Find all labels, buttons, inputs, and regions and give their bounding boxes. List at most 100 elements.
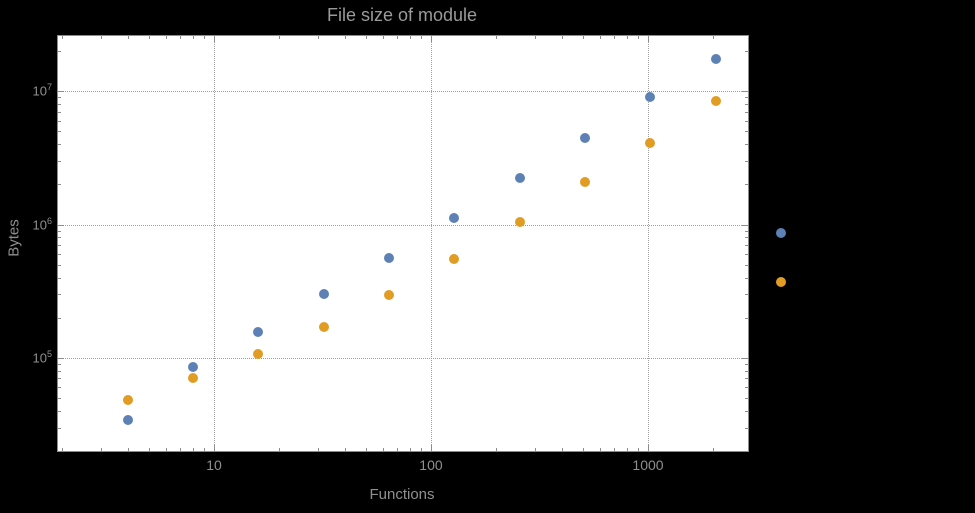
tick-mark: [397, 448, 398, 451]
tick-mark: [58, 91, 64, 92]
tick-mark: [166, 36, 167, 39]
tick-mark: [58, 371, 61, 372]
tick-mark: [58, 378, 61, 379]
tick-mark: [193, 36, 194, 39]
tick-mark: [149, 448, 150, 451]
tick-mark: [204, 448, 205, 451]
x-axis-label: Functions: [369, 486, 435, 503]
y-tick-label: 106: [32, 215, 52, 233]
tick-mark: [101, 36, 102, 39]
x-tick-label: 100: [419, 457, 443, 473]
tick-mark: [58, 112, 61, 113]
tick-mark: [745, 364, 748, 365]
data-point-orange-series: [122, 395, 133, 406]
tick-mark: [58, 294, 61, 295]
tick-mark: [58, 144, 61, 145]
tick-mark: [600, 448, 601, 451]
tick-mark: [58, 278, 61, 279]
tick-mark: [410, 448, 411, 451]
tick-mark: [713, 36, 714, 39]
tick-mark: [745, 411, 748, 412]
data-point-blue-series: [514, 172, 525, 183]
y-tick-label: 105: [32, 349, 52, 366]
tick-mark: [496, 448, 497, 451]
grid-line-x-10: [214, 36, 215, 451]
tick-mark: [745, 378, 748, 379]
tick-mark: [101, 448, 102, 451]
grid-layer: [58, 36, 748, 451]
data-point-orange-series: [187, 373, 198, 384]
data-point-blue-series: [253, 327, 264, 338]
data-point-blue-series: [383, 253, 394, 264]
grid-line-x-100: [430, 36, 432, 451]
data-point-blue-series: [122, 415, 133, 426]
tick-mark: [366, 36, 367, 39]
tick-mark: [745, 161, 748, 162]
tick-mark: [58, 184, 61, 185]
tick-mark: [58, 398, 61, 399]
tick-mark: [745, 131, 748, 132]
tick-mark: [600, 36, 601, 39]
tick-mark: [742, 225, 748, 226]
y-tick-exponent: 5: [46, 349, 52, 360]
tick-mark: [58, 318, 61, 319]
tick-mark: [214, 445, 215, 451]
tick-mark: [742, 91, 748, 92]
tick-mark: [149, 36, 150, 39]
tick-mark: [713, 448, 714, 451]
tick-mark: [745, 387, 748, 388]
tick-mark: [745, 294, 748, 295]
tick-mark: [383, 448, 384, 451]
tick-mark: [627, 36, 628, 39]
tick-mark: [496, 36, 497, 39]
chart-title: File size of module: [326, 5, 478, 25]
tick-mark: [366, 448, 367, 451]
tick-mark: [318, 36, 319, 39]
x-tick-label: 1000: [632, 457, 664, 473]
tick-mark: [562, 448, 563, 451]
tick-mark: [58, 254, 61, 255]
tick-mark: [614, 36, 615, 39]
tick-mark: [58, 97, 61, 98]
tick-mark: [318, 448, 319, 451]
plot-frame: [57, 35, 749, 452]
data-point-orange-series: [645, 137, 656, 148]
tick-mark: [742, 358, 748, 359]
tick-mark: [58, 104, 61, 105]
tick-mark: [745, 398, 748, 399]
tick-mark: [431, 36, 432, 42]
tick-mark: [421, 448, 422, 451]
tick-mark: [421, 36, 422, 39]
grid-line-y-10^6: [58, 224, 748, 226]
tick-mark: [58, 428, 61, 429]
tick-mark: [745, 428, 748, 429]
tick-mark: [648, 36, 649, 42]
tick-mark: [431, 445, 432, 451]
tick-mark: [583, 36, 584, 39]
tick-mark: [648, 445, 649, 451]
tick-mark: [638, 448, 639, 451]
tick-mark: [279, 448, 280, 451]
data-point-blue-series: [449, 213, 460, 224]
data-point-orange-series: [318, 322, 329, 333]
tick-mark: [58, 245, 61, 246]
tick-mark: [58, 131, 61, 132]
tick-mark: [745, 121, 748, 122]
data-point-orange-series: [579, 176, 590, 187]
grid-line-y-10^5: [58, 357, 748, 359]
tick-mark: [193, 448, 194, 451]
data-point-blue-series: [187, 362, 198, 373]
points-layer: [58, 36, 786, 451]
x-tick-label: 10: [206, 457, 222, 473]
data-point-orange-series: [383, 290, 394, 301]
data-point-blue-series: [579, 132, 590, 143]
tick-mark: [745, 97, 748, 98]
tick-mark: [166, 448, 167, 451]
tick-mark: [745, 371, 748, 372]
tick-mark: [128, 36, 129, 39]
tick-mark: [583, 448, 584, 451]
tick-mark: [58, 225, 64, 226]
data-point-orange-series: [449, 254, 460, 265]
tick-mark: [745, 265, 748, 266]
